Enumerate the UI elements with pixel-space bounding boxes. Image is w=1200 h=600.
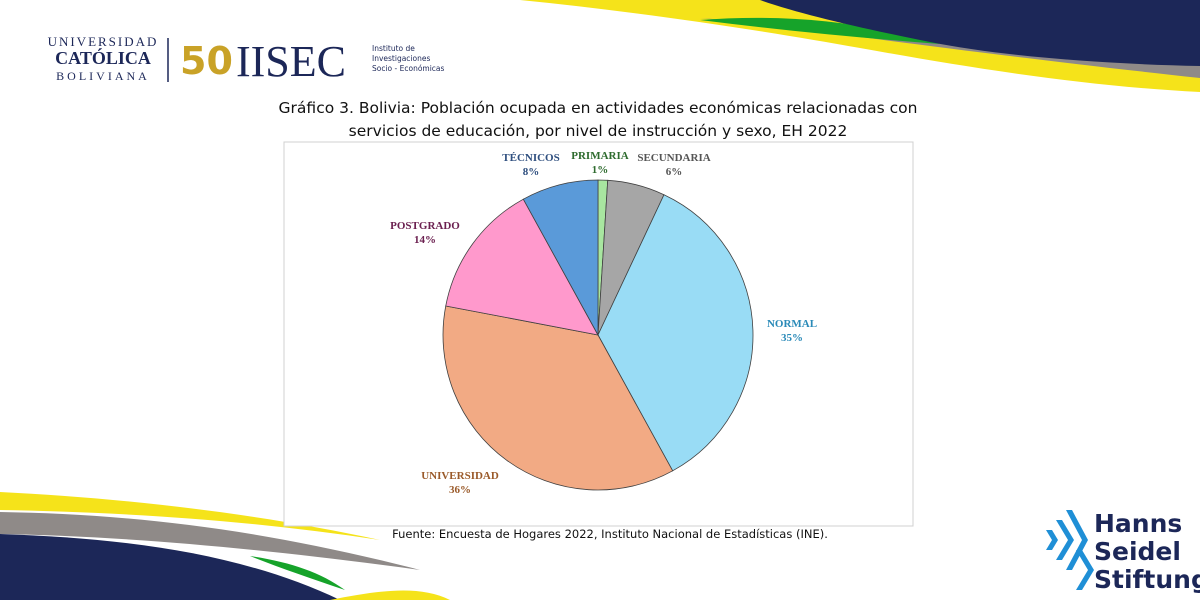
logo-text: BOLIVIANA xyxy=(56,69,150,83)
logo-text: Hanns xyxy=(1094,509,1182,538)
stripe-logo xyxy=(1046,510,1094,590)
logo-text: Stiftung xyxy=(1094,565,1200,594)
logo-institute: IISEC xyxy=(236,37,346,86)
swoosh xyxy=(700,17,940,44)
logo-text: Investigaciones xyxy=(372,54,430,63)
logo-text: Seidel xyxy=(1094,537,1181,566)
logo-text: UNIVERSIDAD xyxy=(48,34,159,49)
slice-label: TÉCNICOS xyxy=(502,152,559,164)
slice-value-label: 8% xyxy=(523,166,540,178)
slice-label: SECUNDARIA xyxy=(637,152,710,164)
swoosh xyxy=(330,590,450,600)
swoosh xyxy=(700,18,1200,78)
slice-label: POSTGRADO xyxy=(390,220,460,232)
pie: PRIMARIA 1% SECUNDARIA 6% NORMAL 35% UNIVERSID… xyxy=(390,150,817,496)
slice-value-label: 36% xyxy=(449,484,471,496)
pie-slice xyxy=(597,194,754,472)
swoosh xyxy=(0,492,380,540)
slice-label: PRIMARIA xyxy=(571,150,628,162)
pie-slice xyxy=(445,198,599,336)
slice-value-label: 6% xyxy=(666,166,683,178)
swoosh xyxy=(250,556,345,590)
slice-label: UNIVERSIDAD xyxy=(421,470,499,482)
swoosh xyxy=(0,534,340,600)
source-note: Fuente: Encuesta de Hogares 2022, Instit… xyxy=(392,527,828,541)
pie-slice xyxy=(442,305,674,491)
slice-value-label: 35% xyxy=(781,332,803,344)
logo-text: Socio - Económicas xyxy=(372,64,445,73)
slice-value-label: 1% xyxy=(592,164,609,176)
slice-value-label: 14% xyxy=(414,234,436,246)
logo-text: CATÓLICA xyxy=(55,47,151,68)
pie-slice xyxy=(522,179,599,336)
swoosh xyxy=(0,512,420,570)
slice-label: NORMAL xyxy=(767,318,817,330)
chart-title: Gráfico 3. Bolivia: Población ocupada en… xyxy=(278,99,918,140)
logo-number: 50 xyxy=(180,39,233,83)
logo-text: Instituto de xyxy=(372,44,415,53)
swoosh xyxy=(760,0,1200,66)
